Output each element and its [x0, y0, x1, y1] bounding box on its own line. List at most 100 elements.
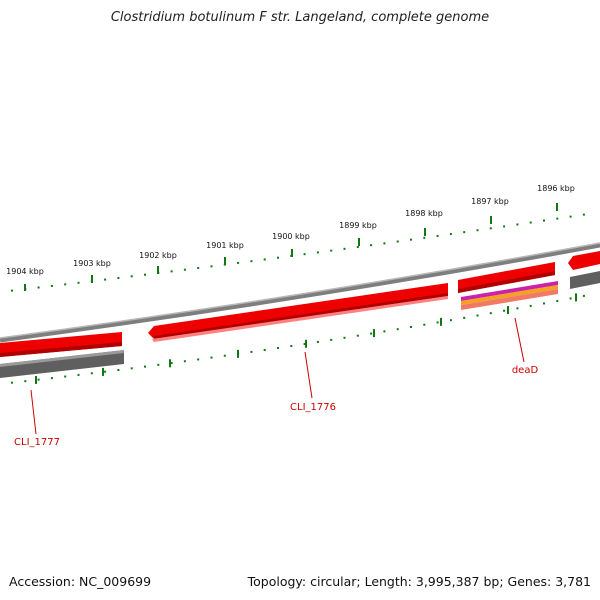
ruler-dot — [210, 356, 213, 359]
ruler-dot — [277, 256, 279, 259]
ruler-dot — [277, 347, 279, 350]
ruler-dot — [370, 332, 373, 335]
ruler-dot — [569, 297, 572, 300]
dead-band-orange — [461, 285, 558, 305]
ruler-dot — [263, 258, 266, 261]
ruler-dot — [90, 372, 93, 375]
ruler-dot — [303, 342, 306, 345]
dead-feature-bands — [461, 281, 558, 310]
ruler-dot — [436, 234, 439, 237]
ruler-dot — [157, 363, 160, 366]
ruler-dot — [449, 319, 452, 322]
ruler-dot — [396, 240, 399, 243]
ruler-dot — [356, 246, 359, 249]
ruler-dot — [117, 368, 120, 371]
leader-cli-1776 — [304, 351, 313, 399]
ruler-dot — [543, 302, 545, 305]
accession-text: Accession: NC_009699 — [9, 574, 152, 589]
gene-arrow-cli-1777-shadow — [0, 342, 122, 357]
ruler-dot — [77, 281, 80, 284]
ruler-dot — [11, 381, 13, 384]
kbp-label-1899: 1899 kbp — [339, 221, 377, 230]
ruler-dot — [489, 312, 492, 315]
ruler-dot — [250, 350, 253, 353]
ruler-dot — [330, 249, 333, 252]
ruler-dot — [476, 229, 479, 232]
ruler-dot — [582, 213, 585, 216]
ruler-dot — [543, 219, 545, 222]
ruler-dot — [343, 336, 346, 339]
gene-arrow-reverse-left-highlight — [0, 350, 124, 367]
ruler-dot — [64, 283, 67, 286]
ruler-dot — [197, 358, 200, 361]
ruler-dot — [117, 276, 120, 279]
gene-labels: CLI_1777 CLI_1776 deaD — [14, 365, 538, 448]
ruler-dot — [423, 236, 426, 239]
ruler-dot — [489, 227, 492, 230]
ruler-dot — [582, 294, 585, 297]
gene-label-dead[interactable]: deaD — [512, 365, 539, 376]
ruler-dot — [183, 268, 186, 271]
ruler-dot — [223, 354, 226, 357]
kbp-label-1902: 1902 kbp — [139, 251, 177, 260]
gene-label-leaders — [30, 317, 525, 435]
kbp-ruler: 1904 kbp 1903 kbp 1902 kbp 1901 kbp 1900… — [6, 184, 575, 291]
ruler-dot — [410, 238, 412, 241]
kbp-label-1901: 1901 kbp — [206, 241, 244, 250]
kbp-label-1900: 1900 kbp — [272, 232, 310, 241]
ruler-dot — [503, 309, 506, 312]
ruler-dot — [449, 233, 452, 236]
ruler-dot — [569, 215, 572, 218]
reverse-genes — [0, 271, 600, 378]
ruler-dot — [516, 307, 519, 310]
ruler-dot — [516, 223, 519, 226]
ruler-dot — [37, 286, 40, 289]
ruler-dot — [463, 231, 466, 234]
kbp-label-1903: 1903 kbp — [73, 259, 111, 268]
genome-backbone-highlight — [0, 242, 600, 339]
ruler-dot — [144, 273, 146, 276]
ruler-dot — [130, 367, 133, 370]
ruler-dot — [396, 328, 399, 331]
ruler-dot — [64, 375, 67, 378]
ruler-dot — [250, 260, 253, 263]
ruler-dot — [503, 225, 506, 228]
genome-backbone — [0, 242, 600, 343]
gene-arrow-cli-1776[interactable] — [148, 283, 448, 339]
ruler-dots — [11, 213, 585, 384]
gene-arrow-next[interactable] — [568, 251, 600, 270]
ruler-dot — [144, 365, 146, 368]
ruler-dot — [529, 304, 532, 307]
ruler-dot — [423, 323, 426, 326]
gene-arrow-cli-1776-pink-edge — [152, 296, 448, 342]
map-title: Clostridium botulinum F str. Langeland, … — [110, 10, 490, 25]
ruler-dot — [303, 253, 306, 256]
gene-arrow-reverse-right[interactable] — [570, 271, 600, 289]
ruler-dot — [130, 275, 133, 278]
ruler-dot — [476, 314, 479, 317]
gene-label-cli-1777[interactable]: CLI_1777 — [14, 437, 60, 448]
ruler-dot — [11, 289, 13, 292]
ruler-dot — [210, 265, 213, 268]
ruler-dot — [104, 370, 107, 373]
ruler-dot — [410, 325, 412, 328]
gene-arrow-reverse-left[interactable] — [0, 350, 124, 378]
ruler-dot — [50, 284, 53, 287]
gene-arrow-dead-shadow — [458, 271, 555, 293]
ruler-dot — [50, 377, 53, 380]
ruler-dot — [263, 348, 266, 351]
kbp-label-1896: 1896 kbp — [537, 184, 575, 193]
ruler-dot — [316, 251, 319, 254]
dead-band-magenta — [461, 281, 558, 301]
ruler-dot — [104, 278, 107, 281]
kbp-label-1904: 1904 kbp — [6, 267, 44, 276]
gene-label-cli-1776[interactable]: CLI_1776 — [290, 402, 336, 413]
ruler-dot — [330, 338, 333, 341]
ruler-dot — [170, 362, 173, 365]
topology-text: Topology: circular; Length: 3,995,387 bp… — [247, 574, 591, 589]
ruler-dot — [383, 242, 386, 245]
ruler-dot — [170, 270, 173, 273]
ruler-dot — [556, 299, 559, 302]
